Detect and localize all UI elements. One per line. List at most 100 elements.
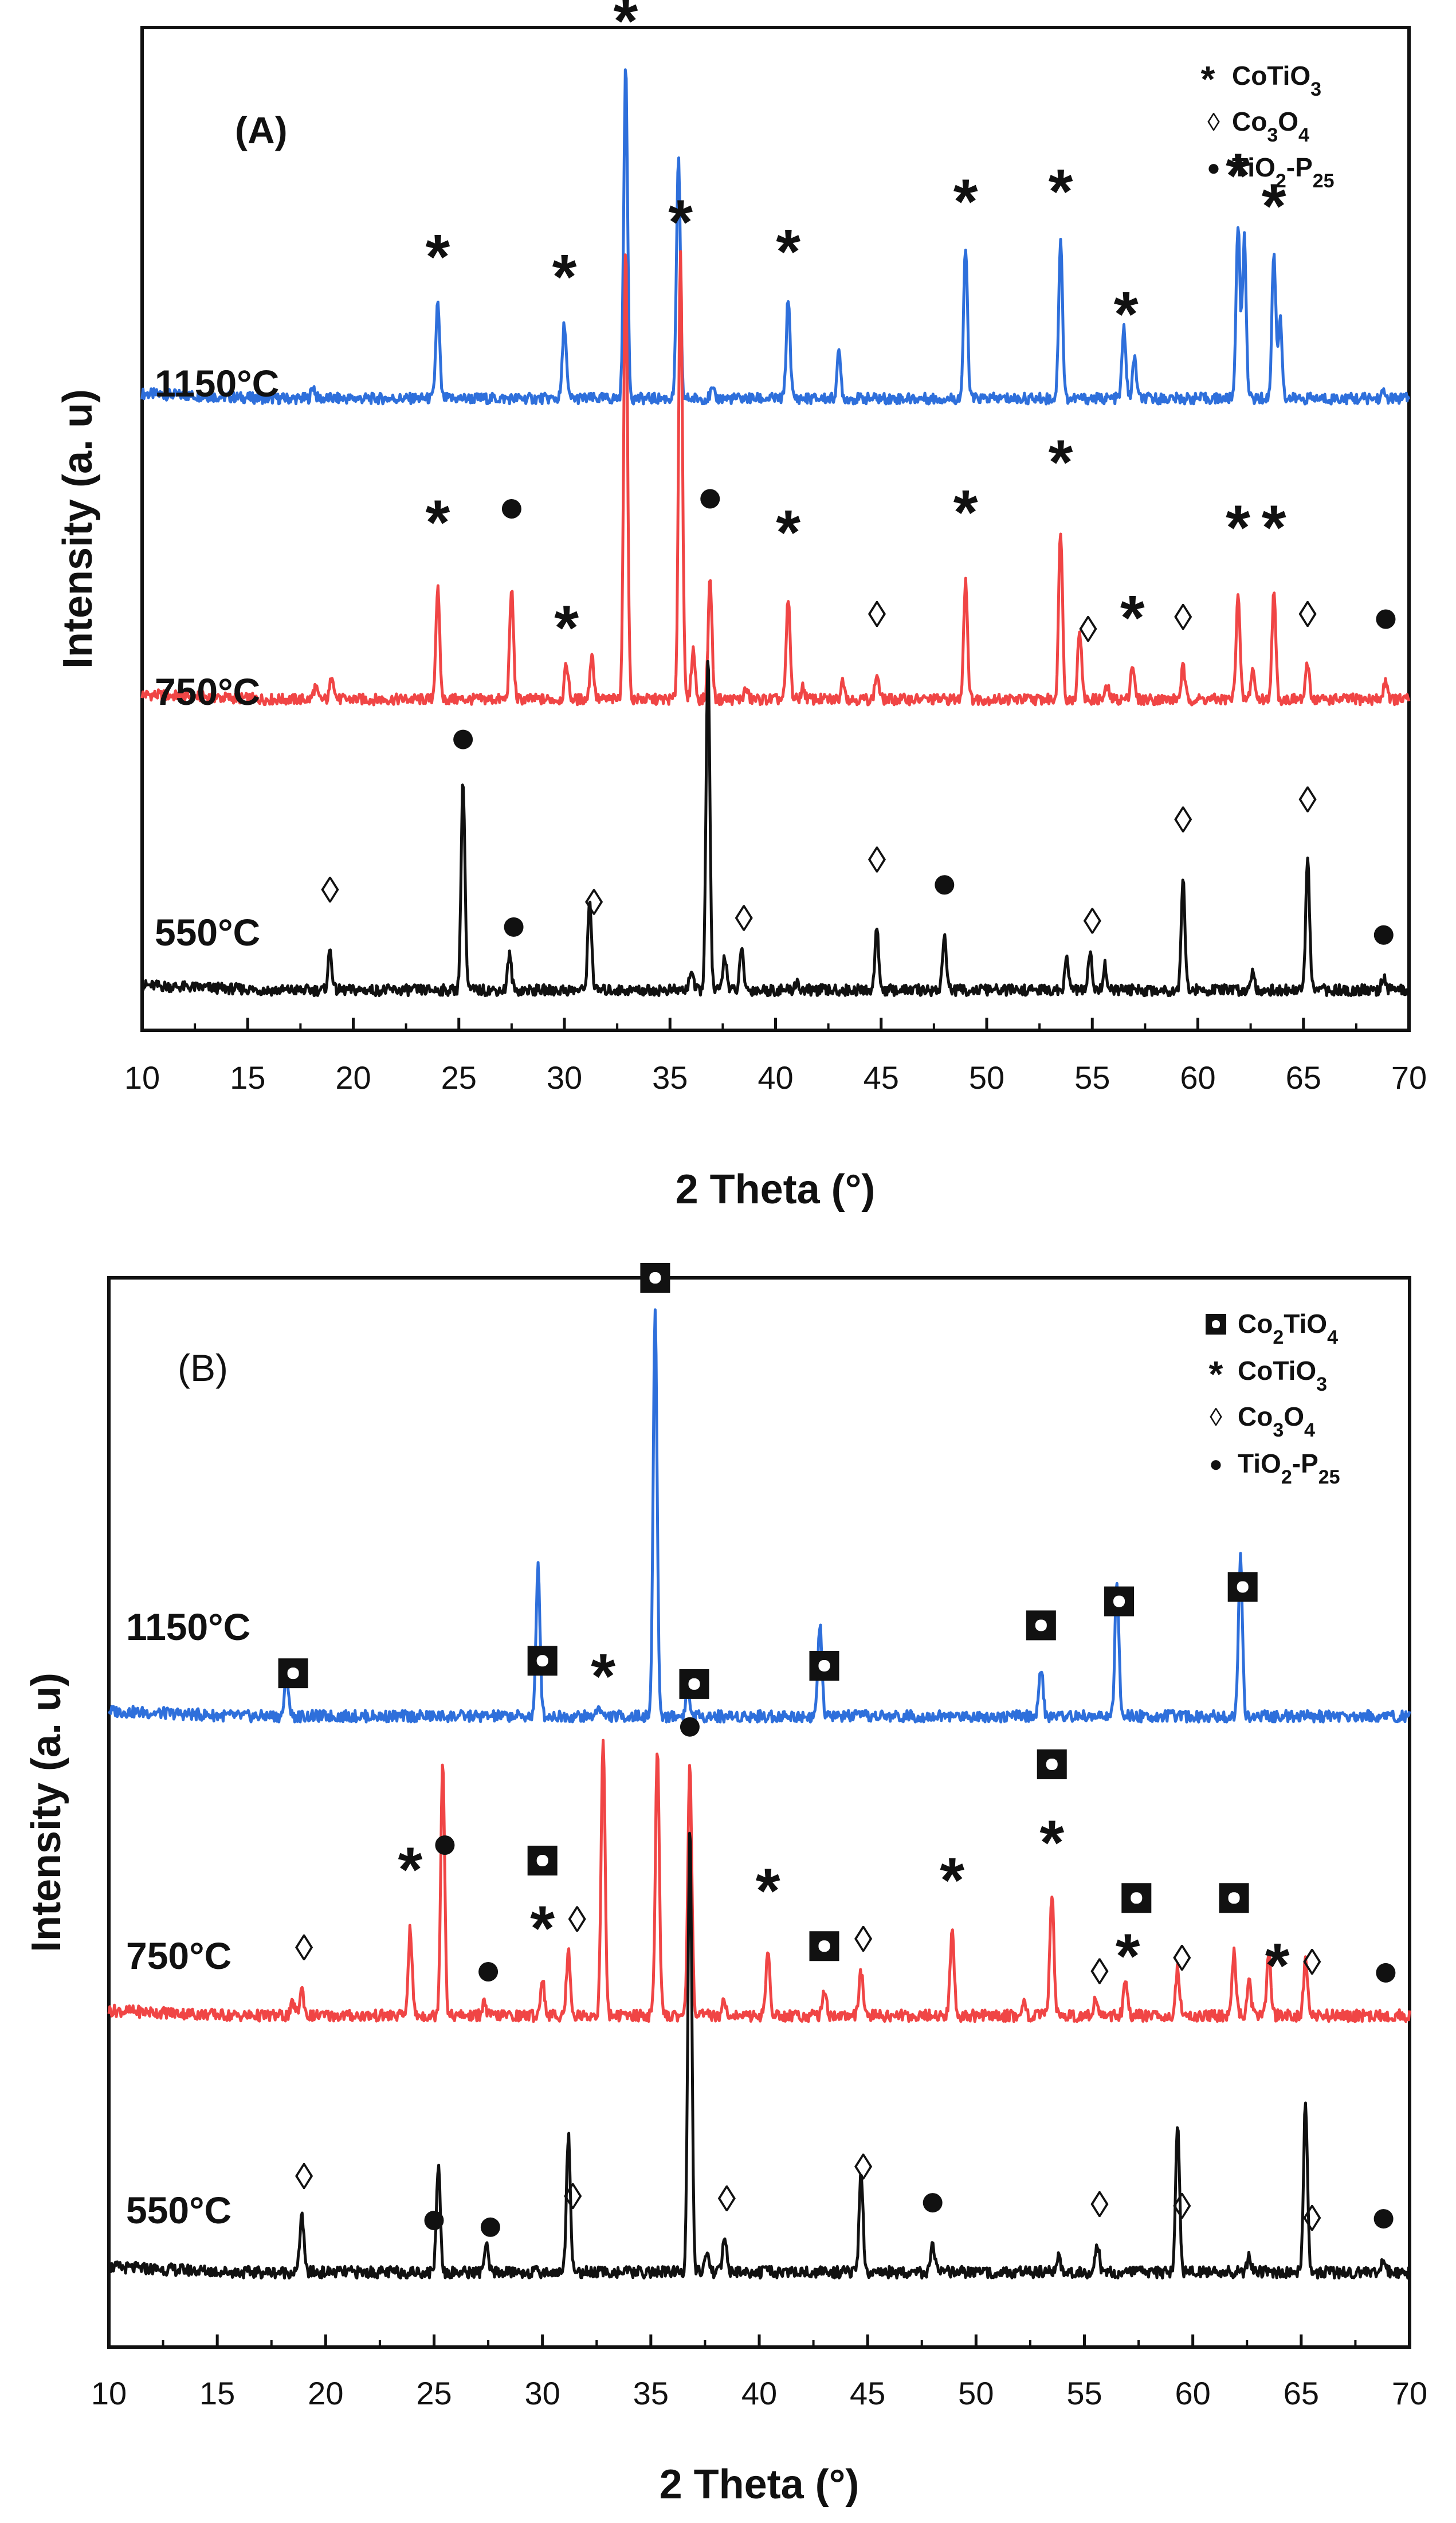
series-label-1150: 1150°C <box>155 362 279 405</box>
co3o4-marker: ◊ <box>1090 2184 1109 2225</box>
legend-label-co2tio4: Co2TiO4 <box>1238 1309 1338 1348</box>
cotio3-marker: * <box>1049 156 1073 227</box>
cotio3-marker: * <box>953 167 978 237</box>
x-tick-label: 55 <box>1066 2375 1102 2411</box>
co3o4-marker: ◊ <box>1298 779 1317 821</box>
legend-label-cotio3: CoTiO3 <box>1238 1356 1327 1395</box>
co3o4-marker: ◊ <box>1083 900 1101 941</box>
legend-label-cotio3: CoTiO3 <box>1232 61 1321 100</box>
co3o4-marker: ◊ <box>1174 799 1192 841</box>
x-tick-label: 70 <box>1391 1060 1427 1096</box>
co2tio4-marker <box>679 1669 709 1699</box>
y-axis-label: Intensity (a. u) <box>23 1673 69 1952</box>
series-line-550 <box>141 660 1411 998</box>
x-tick-layer: 10 15 20 25 30 35 40 45 50 55 60 65 70 <box>124 1018 1427 1096</box>
marker-layer: *◊** ◊ *◊**◊ * ◊ * ◊◊ ◊ ◊◊◊ ◊ ◊ <box>278 1263 1396 2239</box>
tio2-marker <box>1373 925 1394 945</box>
co2tio4-marker <box>278 1658 308 1689</box>
legend-marker-co2tio4 <box>1206 1314 1226 1335</box>
cotio3-marker: * <box>1226 141 1250 211</box>
series-line-1150 <box>107 1308 1411 1724</box>
tio2-marker <box>478 1962 499 1982</box>
legend-label-co3o4: Co3O4 <box>1238 1402 1315 1441</box>
x-tick-label: 60 <box>1180 1060 1215 1096</box>
co2tio4-marker <box>809 1650 839 1681</box>
cotio3-marker: * <box>776 497 800 568</box>
cotio3-marker: * <box>425 488 450 558</box>
legend-marker-tio2: ● <box>1207 155 1220 181</box>
co2tio4-marker <box>527 1845 558 1875</box>
legend-label-co3o4: Co3O4 <box>1232 107 1309 146</box>
series-label-550: 550°C <box>126 2189 231 2231</box>
legend-marker-cotio3: * <box>1201 58 1215 100</box>
series-line-1150 <box>140 68 1411 406</box>
panel-a: * *** ** *** ****◊**◊ * ◊* *◊◊ ◊ ◊◊◊◊ ◊ 10 15 20 25 30… <box>55 0 1427 1213</box>
cotio3-marker: * <box>613 0 638 57</box>
tio2-marker <box>680 1717 700 1737</box>
x-tick-label: 50 <box>969 1060 1004 1096</box>
cotio3-marker: * <box>1120 583 1145 653</box>
co2tio4-marker <box>1227 1572 1258 1602</box>
cotio3-marker: * <box>1049 427 1073 498</box>
x-tick-label: 35 <box>652 1060 688 1096</box>
tio2-marker <box>935 875 955 895</box>
x-axis-label: 2 Theta (°) <box>676 1167 876 1213</box>
cotio3-marker: * <box>756 1856 780 1926</box>
series-layer <box>107 1308 1411 2280</box>
tio2-marker <box>1373 2209 1394 2229</box>
co3o4-marker: ◊ <box>1079 609 1097 650</box>
tio2-marker <box>424 2210 444 2230</box>
co2tio4-marker <box>809 1931 839 1961</box>
x-tick-label: 25 <box>441 1060 477 1096</box>
x-axis-label: 2 Theta (°) <box>660 2462 860 2508</box>
tio2-marker <box>435 1835 455 1855</box>
co3o4-marker: ◊ <box>1298 594 1317 635</box>
marker-layer: * *** ** *** ****◊**◊ * ◊* *◊◊ ◊ ◊◊◊◊ ◊ <box>321 0 1396 945</box>
co3o4-marker: ◊ <box>564 2176 582 2217</box>
cotio3-marker: * <box>940 1845 964 1916</box>
panel-label: (B) <box>178 1347 228 1389</box>
x-tick-label: 10 <box>124 1060 160 1096</box>
tio2-marker <box>453 729 473 750</box>
cotio3-marker: * <box>1226 492 1250 563</box>
cotio3-marker: * <box>668 187 693 257</box>
co3o4-marker: ◊ <box>321 869 339 911</box>
co3o4-marker: ◊ <box>854 2146 873 2187</box>
series-label-750: 750°C <box>155 670 260 713</box>
tio2-marker <box>1376 609 1396 629</box>
co3o4-marker: ◊ <box>1303 1941 1321 1983</box>
y-axis-label: Intensity (a. u) <box>55 389 101 669</box>
co2tio4-marker <box>1026 1610 1056 1641</box>
co3o4-marker: ◊ <box>295 2156 313 2197</box>
co3o4-marker: ◊ <box>735 898 753 939</box>
x-tick-label: 60 <box>1175 2375 1211 2411</box>
legend: * CoTiO3 ◊ Co3O4 ● TiO2-P25 <box>1201 58 1335 192</box>
cotio3-marker: * <box>1262 171 1286 242</box>
co2tio4-marker <box>1104 1586 1135 1616</box>
cotio3-marker: * <box>1265 1930 1290 2001</box>
tio2-marker <box>1376 1963 1396 1983</box>
x-tick-label: 40 <box>758 1060 793 1096</box>
cotio3-marker: * <box>530 1893 555 1964</box>
co3o4-marker: ◊ <box>1303 2198 1321 2239</box>
cotio3-marker: * <box>1039 1808 1064 1878</box>
cotio3-marker: * <box>591 1641 615 1712</box>
co3o4-marker: ◊ <box>717 2178 736 2219</box>
co3o4-marker: ◊ <box>1173 1937 1191 1979</box>
co3o4-marker: ◊ <box>868 594 886 635</box>
tio2-marker <box>923 2193 943 2213</box>
x-tick-label: 15 <box>230 1060 265 1096</box>
x-tick-label: 70 <box>1392 2375 1427 2411</box>
co2tio4-marker <box>1037 1749 1067 1780</box>
series-label-550: 550°C <box>155 911 260 954</box>
cotio3-marker: * <box>1262 492 1286 563</box>
series-label-1150: 1150°C <box>126 1606 250 1648</box>
x-tick-label: 50 <box>958 2375 994 2411</box>
x-tick-label: 40 <box>741 2375 777 2411</box>
series-line-750 <box>140 250 1411 707</box>
series-line-550 <box>108 1831 1411 2280</box>
co2tio4-marker <box>527 1646 558 1676</box>
cotio3-marker: * <box>776 217 800 287</box>
x-tick-label: 10 <box>91 2375 127 2411</box>
